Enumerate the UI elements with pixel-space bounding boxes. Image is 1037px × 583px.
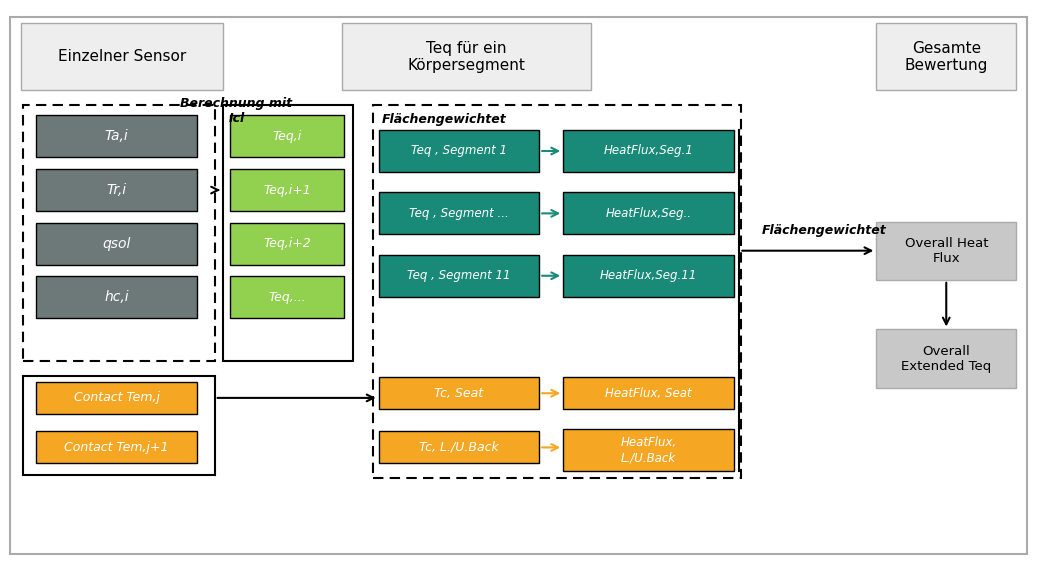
Text: HeatFlux,Seg.1: HeatFlux,Seg.1 <box>604 145 694 157</box>
Text: Contact Tem,j: Contact Tem,j <box>74 391 160 405</box>
FancyBboxPatch shape <box>379 192 539 234</box>
FancyBboxPatch shape <box>373 105 741 478</box>
Text: Ta,i: Ta,i <box>105 129 129 143</box>
Text: HeatFlux,
L./U.Back: HeatFlux, L./U.Back <box>620 436 677 464</box>
FancyBboxPatch shape <box>563 377 734 409</box>
Text: Teq,i: Teq,i <box>273 130 302 143</box>
Text: Berechnung mit
Icl: Berechnung mit Icl <box>180 97 292 125</box>
Text: Teq für ein
Körpersegment: Teq für ein Körpersegment <box>408 41 526 73</box>
FancyBboxPatch shape <box>36 276 197 318</box>
Text: Tr,i: Tr,i <box>107 183 127 197</box>
FancyBboxPatch shape <box>223 105 353 361</box>
Text: HeatFlux,Seg..: HeatFlux,Seg.. <box>606 207 692 220</box>
Text: Teq , Segment ...: Teq , Segment ... <box>409 207 509 220</box>
FancyBboxPatch shape <box>379 377 539 409</box>
FancyBboxPatch shape <box>36 169 197 211</box>
FancyBboxPatch shape <box>23 376 215 475</box>
FancyBboxPatch shape <box>21 23 223 90</box>
Text: Overall Heat
Flux: Overall Heat Flux <box>904 237 988 265</box>
FancyBboxPatch shape <box>342 23 591 90</box>
Text: qsol: qsol <box>103 237 131 251</box>
FancyBboxPatch shape <box>23 105 215 361</box>
Text: Teq,i+2: Teq,i+2 <box>263 237 311 250</box>
FancyBboxPatch shape <box>36 431 197 463</box>
Text: Contact Tem,j+1: Contact Tem,j+1 <box>64 441 169 454</box>
FancyBboxPatch shape <box>563 130 734 172</box>
FancyBboxPatch shape <box>10 17 1027 554</box>
Text: Flächengewichtet: Flächengewichtet <box>762 224 887 237</box>
Text: Overall
Extended Teq: Overall Extended Teq <box>901 345 991 373</box>
FancyBboxPatch shape <box>379 431 539 463</box>
FancyBboxPatch shape <box>563 192 734 234</box>
Text: Flächengewichtet: Flächengewichtet <box>382 113 506 126</box>
Text: HeatFlux, Seat: HeatFlux, Seat <box>606 387 692 400</box>
FancyBboxPatch shape <box>230 169 344 211</box>
Text: hc,i: hc,i <box>105 290 129 304</box>
FancyBboxPatch shape <box>563 255 734 297</box>
Text: HeatFlux,Seg.11: HeatFlux,Seg.11 <box>600 269 697 282</box>
FancyBboxPatch shape <box>876 329 1016 388</box>
Text: Teq , Segment 1: Teq , Segment 1 <box>411 145 507 157</box>
FancyBboxPatch shape <box>379 130 539 172</box>
Text: Teq,i+1: Teq,i+1 <box>263 184 311 196</box>
FancyBboxPatch shape <box>379 255 539 297</box>
Text: Einzelner Sensor: Einzelner Sensor <box>58 50 186 64</box>
FancyBboxPatch shape <box>876 23 1016 90</box>
Text: Tc, L./U.Back: Tc, L./U.Back <box>419 441 499 454</box>
Text: Teq,...: Teq,... <box>269 291 306 304</box>
Text: Teq , Segment 11: Teq , Segment 11 <box>408 269 510 282</box>
FancyBboxPatch shape <box>230 276 344 318</box>
FancyBboxPatch shape <box>36 223 197 265</box>
FancyBboxPatch shape <box>876 222 1016 280</box>
Text: Gesamte
Bewertung: Gesamte Bewertung <box>904 41 988 73</box>
FancyBboxPatch shape <box>563 429 734 471</box>
FancyBboxPatch shape <box>36 115 197 157</box>
FancyBboxPatch shape <box>230 223 344 265</box>
FancyBboxPatch shape <box>230 115 344 157</box>
Text: Tc, Seat: Tc, Seat <box>435 387 483 400</box>
FancyBboxPatch shape <box>36 382 197 414</box>
